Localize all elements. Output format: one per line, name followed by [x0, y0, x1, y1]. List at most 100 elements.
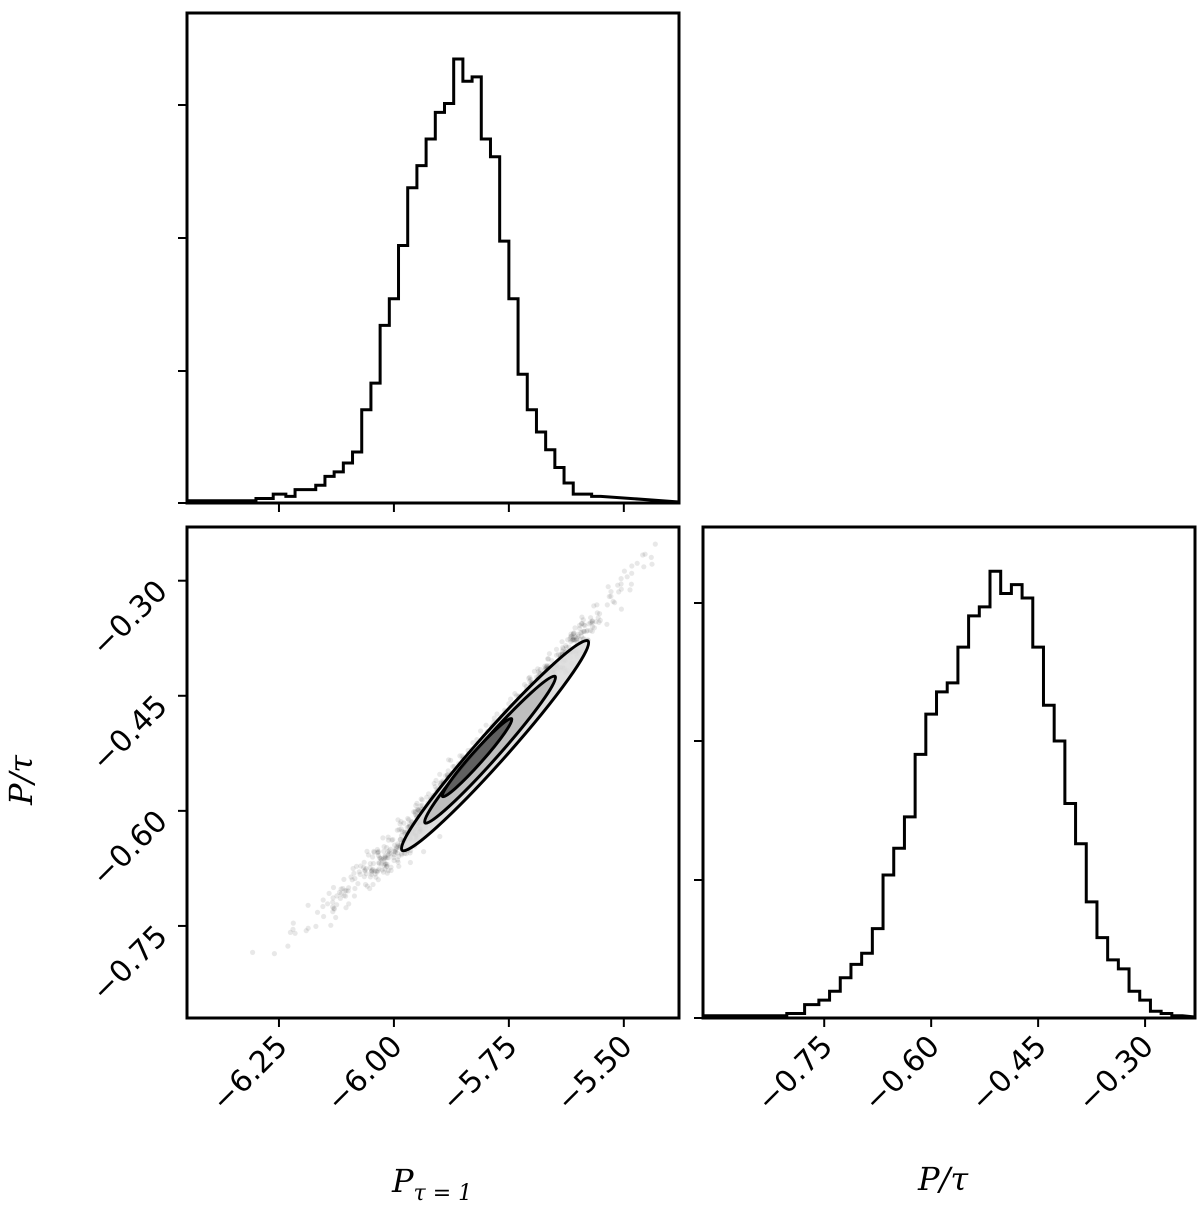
scatter-point	[404, 824, 410, 830]
scatter-point	[572, 637, 578, 643]
scatter-point	[352, 885, 358, 892]
scatter-point	[397, 837, 403, 843]
scatter-point	[367, 861, 373, 867]
x-tick-label: −0.60	[857, 1029, 947, 1119]
scatter-point	[508, 696, 514, 702]
scatter-point	[382, 866, 388, 872]
scatter-point	[512, 691, 518, 697]
scatter-point	[584, 627, 591, 634]
scatter-point	[437, 833, 443, 840]
scatter-point	[398, 819, 404, 825]
scatter-point	[545, 656, 551, 662]
scatter-point	[391, 857, 397, 864]
scatter-point	[581, 628, 587, 635]
scatter-point	[325, 901, 331, 907]
scatter-point	[628, 581, 635, 587]
scatter-point	[395, 817, 401, 823]
scatter-point	[376, 866, 382, 872]
scatter-point	[384, 855, 390, 861]
x-tick-label: −5.50	[550, 1029, 640, 1119]
scatter-point	[365, 852, 372, 858]
scatter-point	[394, 843, 400, 850]
scatter-point	[380, 869, 386, 875]
scatter-point	[570, 634, 576, 641]
scatter-point	[395, 859, 401, 865]
scatter-point	[355, 881, 361, 887]
scatter-point	[648, 554, 654, 561]
scatter-point	[385, 855, 392, 861]
panel-frame	[185, 525, 681, 1020]
scatter-point	[375, 868, 381, 874]
scatter-point	[331, 906, 337, 912]
scatter-point	[560, 645, 566, 651]
scatter-point	[577, 622, 583, 629]
scatter-point	[629, 563, 635, 569]
x-tick-label: −5.75	[435, 1029, 525, 1119]
scatter-point	[634, 560, 640, 566]
scatter-point	[373, 868, 379, 874]
scatter-point	[330, 895, 336, 901]
scatter-point	[396, 827, 402, 833]
scatter-point	[375, 852, 381, 859]
scatter-point	[559, 639, 565, 645]
scatter-point	[535, 666, 541, 672]
scatter-point	[376, 860, 382, 866]
scatter-point	[388, 851, 394, 857]
scatter-point	[381, 856, 387, 862]
scatter-point	[374, 869, 380, 875]
y-tick-label: −0.30	[85, 574, 175, 664]
scatter-point	[340, 885, 346, 892]
scatter-point	[407, 850, 413, 856]
scatter-point	[579, 620, 585, 627]
scatter-point	[583, 628, 590, 634]
scatter-point	[271, 951, 277, 957]
scatter-point	[571, 637, 577, 643]
scatter-point	[624, 574, 630, 580]
scatter-point	[305, 925, 311, 931]
scatter-point	[414, 800, 420, 807]
scatter-point	[313, 923, 319, 930]
scatter-point	[394, 850, 400, 856]
scatter-point	[606, 593, 612, 600]
scatter-point	[412, 810, 418, 816]
scatter-point	[338, 891, 344, 897]
scatter-point	[401, 829, 407, 835]
scatter-point	[361, 874, 367, 880]
scatter-point	[345, 888, 351, 894]
scatter-point	[337, 895, 343, 902]
scatter-point	[326, 890, 332, 897]
scatter-point	[445, 768, 451, 774]
scatter-point	[563, 643, 569, 649]
scatter-point	[375, 877, 381, 883]
scatter-point	[363, 866, 369, 872]
panel-frame	[185, 11, 681, 505]
scatter-point	[368, 869, 374, 875]
y-axis-label-left: P/τ	[2, 754, 40, 806]
scatter-point	[560, 646, 567, 652]
scatter-point	[521, 682, 528, 688]
scatter-point	[571, 630, 577, 636]
scatter-point	[414, 806, 421, 812]
scatter-point	[589, 620, 595, 626]
scatter-point	[386, 848, 392, 854]
scatter-point	[594, 610, 600, 616]
scatter-point	[384, 863, 390, 869]
scatter-point	[571, 630, 577, 636]
scatter-point	[605, 584, 611, 590]
scatter-point	[392, 848, 399, 854]
scatter-point	[385, 852, 391, 858]
panel-scatter: −6.25 −6.00 −5.75 −5.50 −0.30 −0.45 −0.60 −0.7…	[85, 525, 681, 1119]
scatter-point	[350, 865, 356, 872]
scatter-point	[406, 817, 412, 823]
scatter-point	[652, 541, 658, 547]
scatter-point	[380, 835, 386, 841]
scatter-point	[330, 899, 336, 905]
scatter-point	[388, 864, 394, 870]
scatter-point	[290, 926, 296, 933]
scatter-point	[361, 864, 367, 871]
scatter-point	[303, 928, 309, 934]
scatter-point	[391, 854, 397, 861]
scatter-point	[569, 637, 575, 643]
scatter-point	[568, 634, 574, 640]
